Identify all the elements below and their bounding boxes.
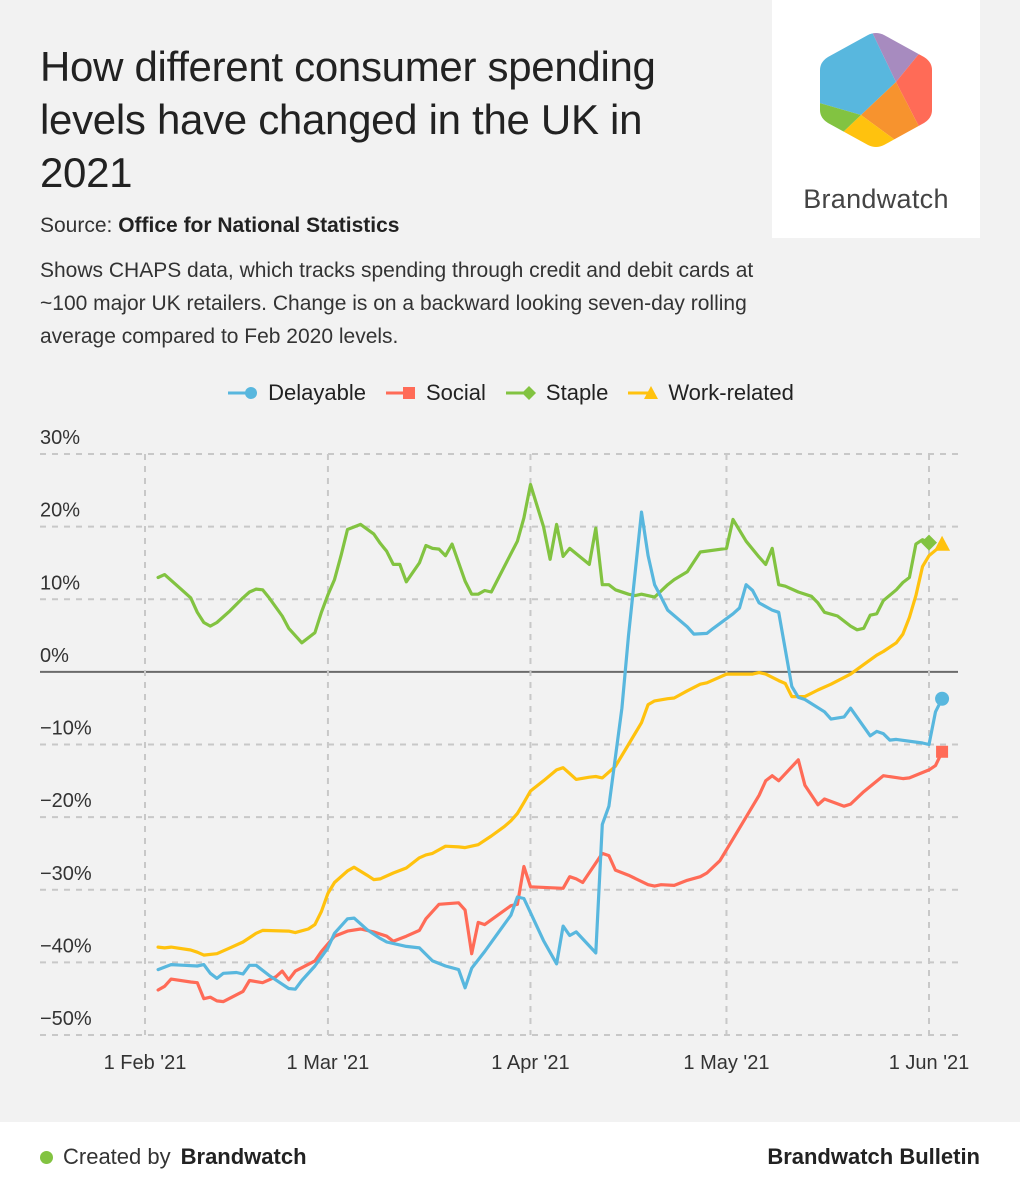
end-marker-work-related — [934, 535, 951, 551]
source-name: Office for National Statistics — [118, 214, 400, 237]
footer: Created by Brandwatch Brandwatch Bulleti… — [0, 1122, 1020, 1200]
legend-circle-marker-icon — [228, 387, 258, 399]
legend-item-delayable[interactable]: Delayable — [226, 380, 366, 406]
legend-label: Staple — [545, 380, 609, 405]
y-tick-label: −50% — [40, 1008, 92, 1030]
y-tick-label: −30% — [40, 863, 92, 885]
y-tick-label: −20% — [40, 790, 92, 812]
source-label: Source: — [40, 214, 113, 237]
series-line-social — [156, 750, 944, 1004]
end-marker-social — [936, 745, 949, 758]
footer-publication: Brandwatch Bulletin — [767, 1144, 980, 1169]
y-axis-ticks: 30% 20% 10% 0% −10% −20% −30% −40% −50% — [40, 427, 92, 1030]
chart-description: Shows CHAPS data, which tracks spending … — [40, 259, 754, 348]
end-marker-staple — [921, 534, 937, 551]
brand-logo-text: Brandwatch — [803, 184, 949, 214]
legend-item-social[interactable]: Social — [384, 380, 486, 406]
y-tick-label: −10% — [40, 718, 92, 740]
series-line-staple — [156, 482, 931, 645]
chart-title: How different consumer spending levels h… — [40, 43, 656, 196]
x-tick-label: 1 Apr '21 — [491, 1052, 569, 1074]
series-end-markers — [921, 534, 951, 758]
legend-label: Work-related — [668, 380, 794, 405]
grid-lines — [40, 453, 958, 1036]
footer-created-brand: Brandwatch — [180, 1144, 307, 1169]
legend-triangle-marker-icon — [628, 386, 659, 399]
legend-label: Social — [426, 380, 486, 405]
x-tick-label: 1 Feb '21 — [104, 1052, 187, 1074]
y-tick-label: 30% — [40, 427, 80, 449]
y-tick-label: 10% — [40, 572, 80, 594]
legend-square-marker-icon — [386, 387, 415, 399]
series-line-work-related — [156, 543, 944, 957]
x-tick-label: 1 May '21 — [683, 1052, 769, 1074]
hexagon-logo-icon — [820, 33, 932, 147]
footer-credit: Created by Brandwatch — [40, 1144, 307, 1170]
end-marker-delayable — [935, 691, 950, 706]
legend-label: Delayable — [268, 380, 366, 405]
y-tick-label: 0% — [40, 645, 69, 667]
series-line-delayable — [156, 510, 944, 991]
x-tick-label: 1 Jun '21 — [889, 1052, 970, 1074]
brand-logo: Brandwatch — [772, 0, 980, 238]
green-dot-icon — [40, 1150, 53, 1164]
x-tick-label: 1 Mar '21 — [287, 1052, 370, 1074]
source-line: Source: Office for National Statistics — [40, 214, 399, 238]
x-axis-ticks: 1 Feb '21 1 Mar '21 1 Apr '21 1 May '21 1 Ju… — [104, 1052, 970, 1074]
chart-legend: Delayable Social Staple Work-related — [0, 380, 1020, 406]
line-chart: 30% 20% 10% 0% −10% −20% −30% −40% −50% 1 Feb '2… — [40, 427, 970, 1074]
legend-item-work-related[interactable]: Work-related — [626, 380, 794, 406]
series-lines — [156, 482, 944, 1004]
legend-diamond-marker-icon — [505, 386, 536, 400]
footer-created-prefix: Created by — [63, 1144, 171, 1169]
legend-item-staple[interactable]: Staple — [504, 380, 608, 406]
y-tick-label: 20% — [40, 500, 80, 522]
y-tick-label: −40% — [40, 935, 92, 957]
